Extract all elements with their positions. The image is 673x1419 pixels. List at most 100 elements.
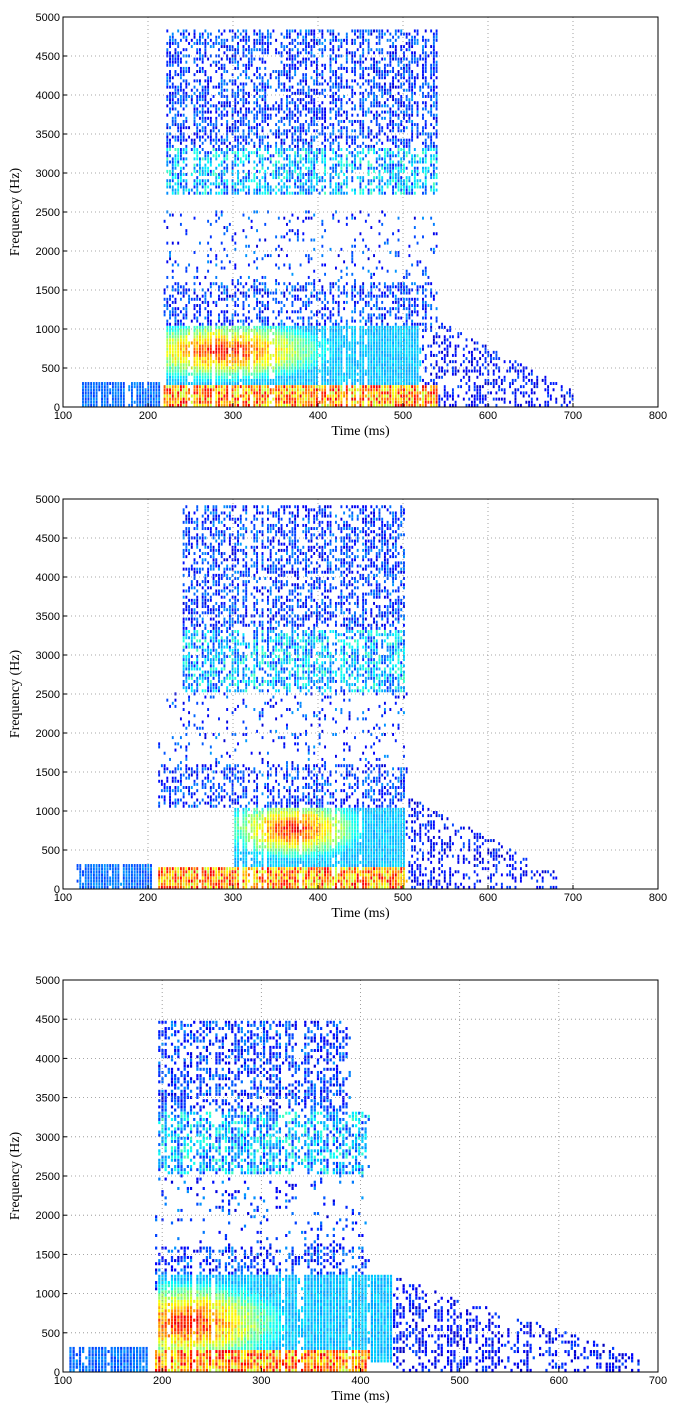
spectrogram-cell — [277, 51, 280, 55]
spectrogram-cell — [228, 294, 231, 298]
spectrogram-cell — [237, 350, 239, 354]
spectrogram-cell — [264, 375, 267, 379]
spectrogram-cell — [345, 366, 348, 370]
spectrogram-cell — [258, 378, 261, 382]
spectrogram-cell — [373, 366, 375, 370]
spectrogram-cell — [239, 32, 242, 36]
spectrogram-cell — [188, 126, 191, 130]
spectrogram-cell — [166, 369, 169, 373]
spectrogram-cell — [207, 369, 210, 373]
spectrogram-cell — [275, 335, 278, 339]
spectrogram-cell — [169, 169, 171, 173]
spectrogram-cell — [315, 173, 318, 176]
spectrogram-cell — [362, 403, 365, 407]
spectrogram-cell — [329, 319, 332, 323]
spectrogram-cell — [305, 369, 307, 373]
spectrogram-cell — [253, 38, 256, 42]
spectrogram-cell — [204, 179, 207, 183]
spectrogram-cell — [305, 372, 307, 376]
spectrogram-cell — [296, 216, 299, 220]
spectrogram-cell — [166, 241, 169, 245]
spectrogram-cell — [277, 363, 280, 367]
spectrogram-cell — [201, 325, 204, 329]
spectrogram-cell — [362, 307, 365, 311]
spectrogram-cell — [171, 360, 174, 364]
spectrogram-cell — [174, 57, 177, 61]
spectrogram-cell — [253, 95, 256, 98]
spectrogram-cell — [351, 360, 354, 364]
spectrogram-cell — [337, 394, 340, 398]
spectrogram-cell — [329, 316, 332, 320]
spectrogram-cell — [288, 179, 291, 183]
spectrogram-cell — [264, 275, 267, 279]
spectrogram-cell — [253, 338, 256, 342]
spectrogram-cell — [166, 382, 169, 385]
spectrogram-cell — [169, 91, 171, 95]
spectrogram-cell — [237, 325, 239, 329]
spectrogram-cell — [367, 369, 370, 373]
spectrogram-cell — [318, 400, 321, 404]
spectrogram-cell — [209, 173, 212, 176]
spectrogram-cell — [171, 135, 174, 139]
spectrogram-cell — [250, 138, 253, 142]
spectrogram-cell — [171, 341, 174, 345]
spectrogram-cell — [237, 66, 239, 70]
spectrogram-cell — [272, 29, 275, 33]
spectrogram-cell — [204, 382, 207, 385]
spectrogram-cell — [247, 360, 250, 364]
spectrogram-cell — [106, 403, 109, 407]
spectrogram-cell — [348, 375, 351, 379]
spectrogram-cell — [302, 38, 305, 42]
spectrogram-cell — [247, 154, 250, 158]
spectrogram-cell — [329, 70, 332, 73]
spectrogram-cell — [345, 353, 348, 357]
spectrogram-cell — [275, 357, 278, 361]
spectrogram-cell — [354, 119, 356, 123]
spectrogram-cell — [223, 151, 226, 155]
spectrogram-cell — [234, 35, 237, 39]
spectrogram-cell — [302, 397, 305, 401]
spectrogram-cell — [288, 238, 291, 242]
spectrogram-cell — [196, 372, 199, 376]
spectrogram-cell — [275, 403, 278, 407]
spectrogram-cell — [291, 148, 294, 151]
spectrogram-cell — [215, 275, 218, 279]
spectrogram-cell — [245, 403, 248, 407]
spectrogram-cell — [275, 325, 278, 329]
spectrogram-cell — [223, 173, 226, 176]
spectrogram-cell — [177, 91, 180, 95]
spectrogram-cell — [174, 325, 177, 329]
spectrogram-cell — [335, 391, 337, 395]
spectrogram-cell — [245, 357, 248, 361]
spectrogram-cell — [375, 338, 378, 342]
spectrogram-cell — [215, 107, 218, 111]
spectrogram-cell — [310, 300, 313, 304]
spectrogram-cell — [299, 169, 302, 173]
spectrogram-cell — [256, 244, 259, 248]
spectrogram-cell — [245, 235, 248, 239]
spectrogram-cell — [373, 403, 375, 407]
spectrogram-cell — [228, 378, 231, 382]
spectrogram-cell — [302, 338, 305, 342]
spectrogram-cell — [234, 332, 237, 336]
spectrogram-cell — [171, 269, 174, 273]
spectrogram-cell — [294, 325, 297, 329]
spectrogram-cell — [258, 157, 261, 161]
spectrogram-cell — [337, 32, 340, 36]
spectrogram-cell — [261, 95, 264, 98]
spectrogram-cell — [294, 57, 297, 61]
spectrogram-cell — [193, 119, 196, 123]
spectrogram-cell — [169, 341, 171, 345]
spectrogram-cell — [256, 76, 259, 80]
spectrogram-cell — [286, 29, 288, 33]
spectrogram-cell — [177, 148, 180, 151]
spectrogram-cell — [370, 79, 373, 83]
spectrogram-cell — [272, 338, 275, 342]
spectrogram-cell — [305, 41, 307, 45]
spectrogram-cell — [182, 29, 185, 33]
spectrogram-cell — [215, 116, 218, 120]
spectrogram-cell — [199, 338, 201, 342]
spectrogram-cell — [174, 375, 177, 379]
spectrogram-cell — [359, 41, 362, 45]
spectrogram-cell — [313, 123, 316, 127]
